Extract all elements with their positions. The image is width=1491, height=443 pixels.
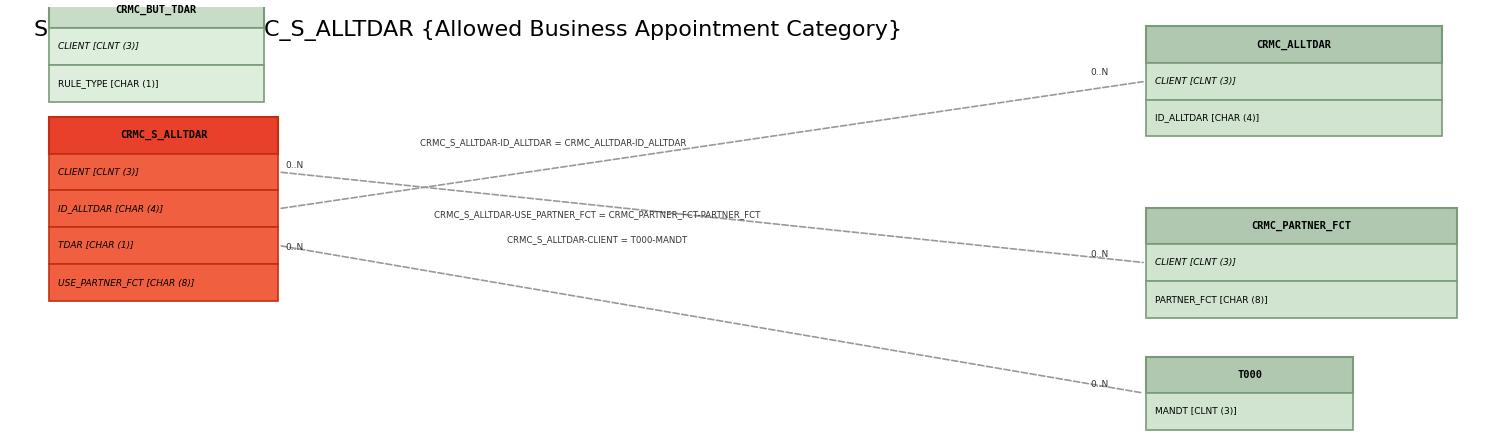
Text: CLIENT: CLIENT [1154, 258, 1187, 267]
Text: 0..N: 0..N [1090, 68, 1109, 77]
Text: MANDT [CLNT (3)]: MANDT [CLNT (3)] [1154, 407, 1236, 416]
Text: CLIENT [CLNT (3)]: CLIENT [CLNT (3)] [58, 42, 139, 51]
Text: CRMC_PARTNER_FCT: CRMC_PARTNER_FCT [1251, 221, 1351, 231]
Text: CLIENT: CLIENT [58, 42, 89, 51]
Text: PARTNER_FCT: PARTNER_FCT [1154, 295, 1217, 304]
Text: PARTNER_FCT [CHAR (8)]: PARTNER_FCT [CHAR (8)] [1154, 295, 1267, 304]
FancyBboxPatch shape [49, 117, 279, 154]
Text: CRMC_S_ALLTDAR-ID_ALLTDAR = CRMC_ALLTDAR-ID_ALLTDAR: CRMC_S_ALLTDAR-ID_ALLTDAR = CRMC_ALLTDAR… [419, 138, 686, 148]
Text: CLIENT [CLNT (3)]: CLIENT [CLNT (3)] [1154, 77, 1236, 86]
FancyBboxPatch shape [1145, 63, 1442, 100]
FancyBboxPatch shape [49, 154, 279, 190]
Text: RULE_TYPE [CHAR (1)]: RULE_TYPE [CHAR (1)] [58, 79, 158, 88]
Text: ID_ALLTDAR: ID_ALLTDAR [1154, 113, 1208, 122]
Text: 0..N: 0..N [286, 161, 304, 170]
Text: CRMC_BUT_TDAR: CRMC_BUT_TDAR [115, 5, 197, 15]
FancyBboxPatch shape [49, 190, 279, 227]
FancyBboxPatch shape [49, 264, 279, 300]
FancyBboxPatch shape [1145, 357, 1354, 393]
FancyBboxPatch shape [1145, 208, 1457, 245]
FancyBboxPatch shape [49, 65, 264, 102]
Text: SAP ABAP table CRMC_S_ALLTDAR {Allowed Business Appointment Category}: SAP ABAP table CRMC_S_ALLTDAR {Allowed B… [34, 19, 902, 41]
Text: T000: T000 [1238, 370, 1261, 380]
Text: USE_PARTNER_FCT [CHAR (8)]: USE_PARTNER_FCT [CHAR (8)] [58, 278, 194, 287]
Text: ID_ALLTDAR: ID_ALLTDAR [58, 204, 112, 213]
FancyBboxPatch shape [49, 0, 264, 28]
Text: 0..N: 0..N [1090, 381, 1109, 389]
Text: CRMC_ALLTDAR: CRMC_ALLTDAR [1257, 39, 1331, 50]
FancyBboxPatch shape [1145, 100, 1442, 136]
Text: MANDT: MANDT [1154, 407, 1188, 416]
Text: CLIENT: CLIENT [58, 167, 89, 176]
Text: ID_ALLTDAR [CHAR (4)]: ID_ALLTDAR [CHAR (4)] [1154, 113, 1258, 122]
FancyBboxPatch shape [1145, 281, 1457, 318]
Text: CLIENT [CLNT (3)]: CLIENT [CLNT (3)] [58, 167, 139, 176]
FancyBboxPatch shape [1145, 245, 1457, 281]
Text: CLIENT [CLNT (3)]: CLIENT [CLNT (3)] [1154, 258, 1236, 267]
Text: CLIENT: CLIENT [1154, 77, 1187, 86]
Text: TDAR [CHAR (1)]: TDAR [CHAR (1)] [58, 241, 133, 250]
FancyBboxPatch shape [1145, 393, 1354, 430]
Text: CRMC_S_ALLTDAR-CLIENT = T000-MANDT: CRMC_S_ALLTDAR-CLIENT = T000-MANDT [507, 236, 687, 245]
FancyBboxPatch shape [49, 227, 279, 264]
Text: CRMC_S_ALLTDAR-USE_PARTNER_FCT = CRMC_PARTNER_FCT-PARTNER_FCT: CRMC_S_ALLTDAR-USE_PARTNER_FCT = CRMC_PA… [434, 210, 760, 219]
FancyBboxPatch shape [49, 28, 264, 65]
Text: ID_ALLTDAR [CHAR (4)]: ID_ALLTDAR [CHAR (4)] [58, 204, 163, 213]
Text: CRMC_S_ALLTDAR: CRMC_S_ALLTDAR [119, 130, 207, 140]
Text: TDAR: TDAR [58, 241, 82, 250]
FancyBboxPatch shape [1145, 26, 1442, 63]
Text: 0..N: 0..N [286, 243, 304, 252]
Text: RULE_TYPE: RULE_TYPE [58, 79, 107, 88]
Text: 0..N: 0..N [1090, 249, 1109, 259]
